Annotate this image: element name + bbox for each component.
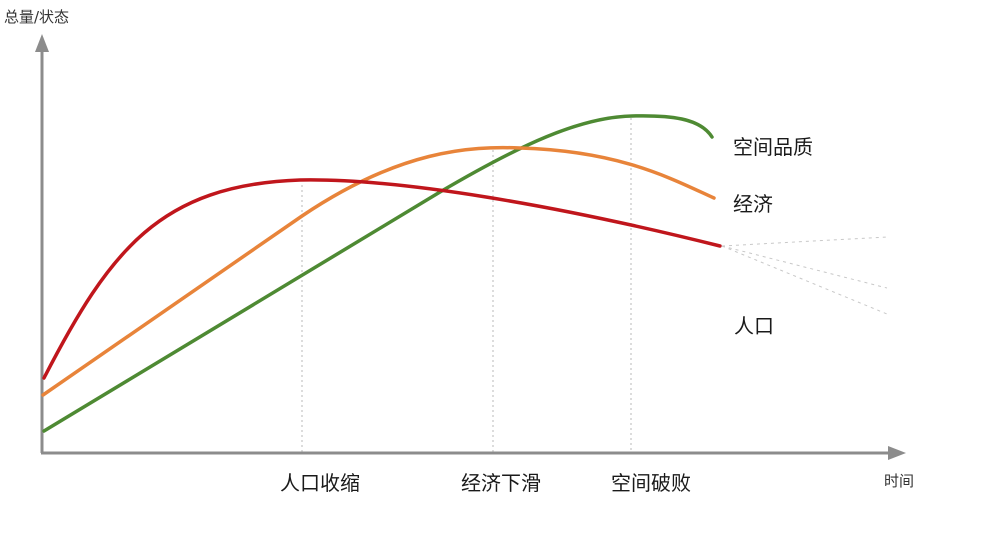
milestone-label-economic-decline: 经济下滑 [461, 471, 541, 495]
milestone-label-population-shrink: 人口收缩 [280, 471, 360, 495]
projection-line-upper [721, 236, 888, 247]
series-label-space-quality: 空间品质 [733, 135, 813, 159]
series-label-population: 人口 [734, 314, 774, 338]
curve-space-quality [42, 114, 714, 433]
series-label-economy: 经济 [733, 192, 773, 216]
projection-line-lower [721, 245, 888, 315]
projection-line-middle [721, 245, 888, 289]
x-axis-label: 时间 [884, 472, 914, 490]
curve-population [42, 178, 722, 380]
y-axis-arrow-icon [35, 34, 49, 52]
y-axis-label: 总量/状态 [4, 8, 69, 26]
milestone-label-space-decay: 空间破败 [611, 471, 691, 495]
curve-economy [41, 145, 716, 397]
x-axis-arrow-icon [888, 446, 906, 460]
